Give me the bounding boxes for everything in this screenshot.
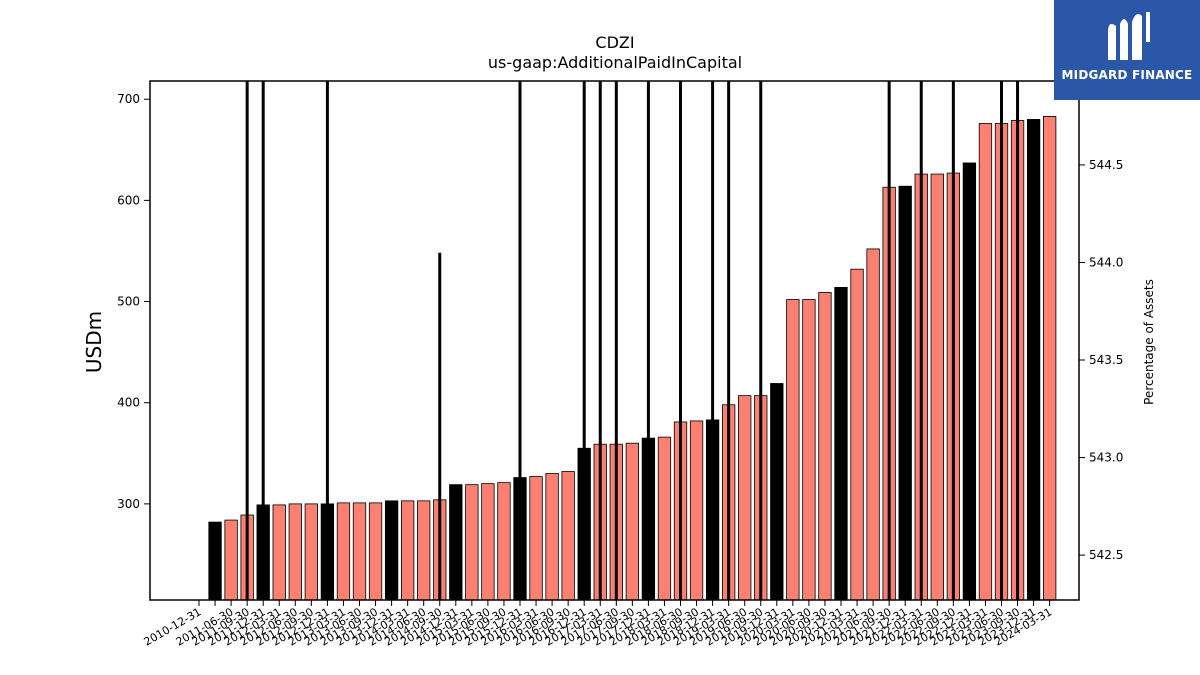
bar xyxy=(930,173,944,600)
y-tick-label: 600 xyxy=(117,193,140,207)
x-axis: 2010-12-312011-06-302011-09-302011-12-31… xyxy=(142,600,1054,649)
bar xyxy=(481,483,495,600)
bar xyxy=(850,268,864,600)
y-axis: 300 400 500 600 700 xyxy=(117,92,150,511)
bar xyxy=(368,502,383,600)
y2-tick-label: 544.5 xyxy=(1089,158,1123,172)
y-tick-label: 400 xyxy=(117,396,140,410)
bar xyxy=(352,502,367,600)
y2-tick-label: 544.0 xyxy=(1089,255,1123,269)
bar xyxy=(449,484,463,600)
chart-subtitle: us-gaap:AdditionalPaidInCapital xyxy=(488,53,742,72)
bar xyxy=(384,500,399,600)
y-tick-label: 300 xyxy=(117,497,140,511)
bar xyxy=(1043,116,1057,600)
bar xyxy=(288,503,302,600)
bar-series xyxy=(208,116,1057,600)
y-tick-label: 700 xyxy=(117,92,140,106)
bar xyxy=(304,503,319,600)
bar xyxy=(208,521,222,600)
logo-mark-icon xyxy=(1108,12,1150,60)
logo-text: MIDGARD FINANCE xyxy=(1061,68,1193,82)
plot-frame xyxy=(149,80,1080,601)
bar xyxy=(545,473,559,600)
bar xyxy=(336,502,351,600)
bar xyxy=(962,162,977,600)
y-tick-label: 500 xyxy=(117,295,140,309)
bar xyxy=(802,299,816,600)
bar xyxy=(786,299,800,600)
y2-tick-label: 543.5 xyxy=(1089,353,1123,367)
bar xyxy=(224,519,238,600)
percentage-line xyxy=(245,81,1020,600)
bar xyxy=(818,292,832,600)
bar xyxy=(561,471,575,600)
bar xyxy=(657,436,672,600)
chart-title: CDZI xyxy=(595,33,634,52)
bar xyxy=(417,500,431,600)
line-series xyxy=(245,81,1020,600)
y2-axis: 542.5 543.0 543.5 544.0 544.5 xyxy=(1079,158,1123,562)
bar xyxy=(400,500,415,600)
bar xyxy=(272,504,286,600)
bar xyxy=(770,383,784,600)
y2-tick-label: 542.5 xyxy=(1089,548,1123,562)
bar xyxy=(465,484,479,600)
y-axis-label: USDm xyxy=(82,311,106,373)
bar xyxy=(866,248,880,600)
bar xyxy=(1026,119,1041,600)
bar xyxy=(497,482,511,600)
bar xyxy=(738,395,752,600)
brand-logo: MIDGARD FINANCE xyxy=(1054,0,1200,100)
y2-axis-label: Percentage of Assets xyxy=(1142,279,1156,405)
bar xyxy=(978,123,993,600)
y2-tick-label: 543.0 xyxy=(1089,451,1123,465)
bar xyxy=(898,185,912,600)
bar xyxy=(834,286,848,600)
bar xyxy=(529,476,543,600)
bar xyxy=(689,420,704,600)
bar xyxy=(625,442,639,600)
